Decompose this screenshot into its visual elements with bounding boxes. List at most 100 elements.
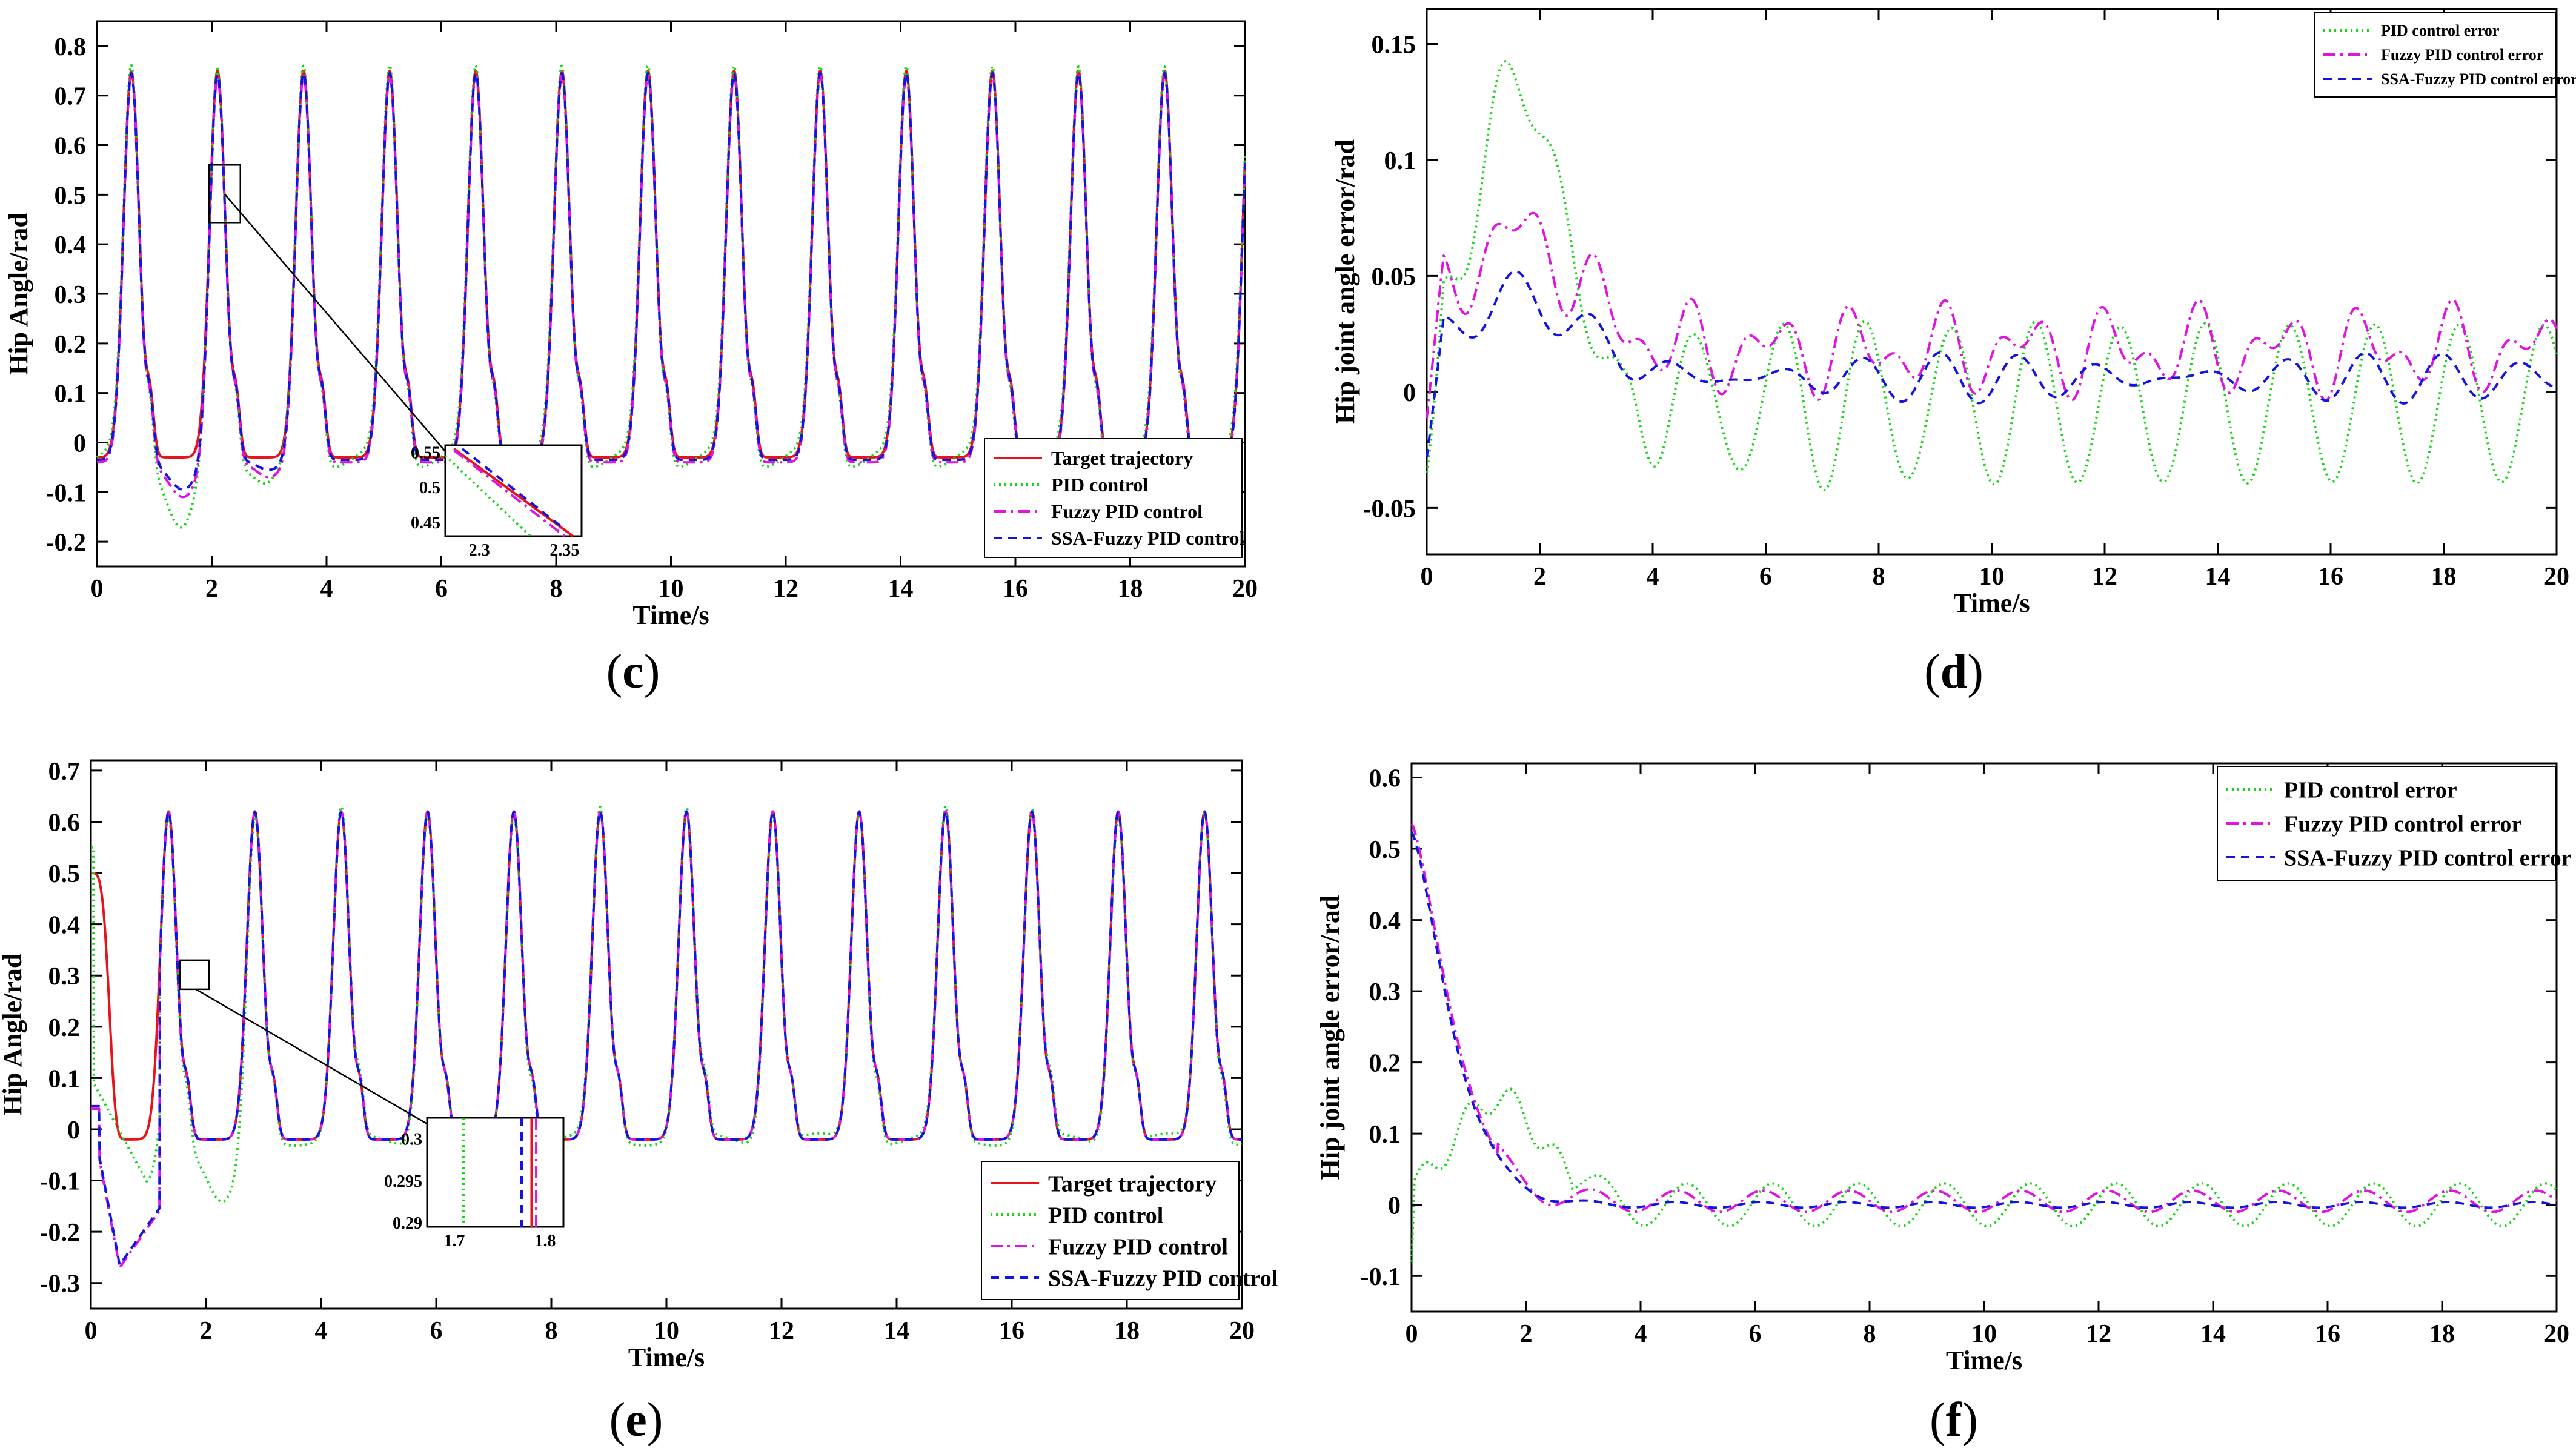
x-tick-label: 16	[2315, 1320, 2340, 1348]
ssa-fuzzy-pid-control-error-line	[1410, 831, 2558, 1209]
inset-x-tick-label: 2.3	[469, 541, 490, 560]
x-tick-label: 14	[888, 575, 914, 603]
x-tick-label: 2	[200, 1317, 213, 1345]
panel-f-chart: 0 2 4 6 8 10 12 14 16 18 20 -0.1 0 0.1 0.2 0.3 0.4 0.5 0.6…	[1315, 762, 2572, 1375]
legend-label: Fuzzy PID control	[1051, 500, 1203, 522]
x-tick-label: 20	[1229, 1317, 1255, 1345]
legend-label: PID control	[1051, 474, 1148, 496]
y-tick-label: 0.1	[55, 380, 87, 408]
x-tick-label: 2	[1520, 1320, 1533, 1348]
x-tick-label: 0	[1421, 563, 1433, 591]
x-tick-label: 6	[1749, 1320, 1762, 1348]
legend-box	[2217, 766, 2556, 881]
y-tick-label: 0	[1403, 379, 1416, 407]
panel-d-chart: 0 2 4 6 8 10 12 14 16 18 20 -0.05 0 0.05 0.1 0.15 Time/s…	[1330, 8, 2576, 618]
x-tick-label: 4	[320, 575, 333, 603]
inset-y-tick-label: 0.5	[419, 479, 440, 497]
inset-x-tick-label: 1.8	[535, 1232, 556, 1250]
y-tick-label: 0	[1388, 1192, 1401, 1220]
x-tick-label: 12	[769, 1317, 794, 1345]
y-tick-label: 0.6	[48, 809, 81, 837]
y-tick-label: 0.15	[1372, 31, 1416, 59]
zoom-region-box	[179, 959, 210, 991]
y-tick-label: 0	[67, 1117, 80, 1144]
y-axis-label: Hip joint angle error/rad	[1315, 895, 1345, 1180]
panel-e-caption: (e)	[609, 1393, 663, 1447]
legend-label: SSA-Fuzzy PID control error	[2381, 70, 2576, 88]
x-tick-label: 8	[1864, 1320, 1876, 1348]
zoom-region-box	[208, 164, 242, 224]
y-tick-label: 0.1	[1384, 147, 1416, 175]
y-tick-label: 0.4	[55, 231, 87, 259]
x-tick-label: 16	[999, 1317, 1024, 1345]
y-tick-label: -0.1	[46, 479, 87, 507]
legend-label: SSA-Fuzzy PID control	[1051, 527, 1245, 549]
x-tick-label: 14	[2205, 563, 2231, 591]
x-tick-label: 18	[2431, 563, 2457, 591]
fuzzy-pid-control-error-line	[1426, 211, 2558, 419]
ssa-fuzzy-pid-control-line	[90, 810, 1243, 1267]
x-tick-label: 2	[205, 575, 218, 603]
y-tick-label: -0.05	[1363, 495, 1416, 523]
x-tick-label: 8	[550, 575, 563, 603]
y-tick-label: -0.2	[40, 1219, 81, 1247]
inset-x-tick-label: 1.7	[444, 1232, 465, 1250]
x-axis-label: Time/s	[632, 600, 709, 630]
x-tick-label: 10	[1979, 563, 2005, 591]
legend-label: Target trajectory	[1048, 1171, 1217, 1197]
x-tick-label: 12	[773, 575, 798, 603]
y-tick-label: 0.05	[1372, 263, 1416, 291]
legend-label: PID control error	[2284, 777, 2457, 803]
inset-y-tick-label: 0.29	[393, 1214, 422, 1233]
y-tick-label: 0.3	[48, 963, 81, 991]
y-tick-label: 0.3	[1369, 978, 1401, 1006]
x-tick-label: 12	[2092, 563, 2117, 591]
x-tick-label: 20	[2544, 563, 2569, 591]
legend-label: PID control error	[2381, 22, 2499, 39]
x-tick-label: 6	[1759, 563, 1772, 591]
y-tick-label: 0.2	[55, 331, 87, 359]
y-tick-label: 0.5	[55, 182, 87, 210]
y-tick-label: -0.1	[1361, 1263, 1401, 1291]
x-axis-label: Time/s	[1953, 588, 2030, 618]
legend-label: SSA-Fuzzy PID control	[1048, 1266, 1278, 1291]
y-tick-label: -0.3	[40, 1270, 81, 1298]
pid-control-line	[90, 805, 1243, 1203]
y-tick-label: 0.1	[48, 1065, 81, 1093]
zoom-arrow	[224, 193, 446, 452]
y-tick-label: 0.4	[1369, 908, 1401, 935]
y-tick-label: 0.5	[1369, 836, 1401, 864]
y-tick-label: 0	[73, 430, 86, 457]
x-tick-label: 20	[1232, 575, 1258, 603]
x-tick-label: 0	[85, 1317, 98, 1345]
y-tick-label: 0.4	[48, 912, 81, 940]
y-tick-label: 0.7	[48, 758, 81, 786]
inset-x-tick-label: 2.35	[549, 541, 579, 560]
y-axis-label: Hip Angle/rad	[0, 954, 27, 1116]
x-tick-label: 0	[91, 575, 104, 603]
x-tick-label: 10	[1971, 1320, 1997, 1348]
x-tick-label: 16	[2318, 563, 2343, 591]
zoom-arrow	[195, 988, 428, 1125]
inset-y-tick-label: 0.45	[411, 514, 440, 533]
inset-y-tick-label: 0.295	[384, 1172, 422, 1191]
y-tick-label: 0.5	[48, 860, 81, 888]
inset-frame	[426, 1117, 565, 1228]
x-tick-label: 4	[1635, 1320, 1647, 1348]
x-tick-label: 14	[2200, 1320, 2226, 1348]
y-tick-label: -0.1	[40, 1168, 81, 1196]
legend-label: Fuzzy PID control error	[2284, 811, 2521, 837]
x-tick-label: 12	[2086, 1320, 2111, 1348]
y-tick-label: 0.6	[55, 133, 87, 161]
x-tick-label: 14	[884, 1317, 909, 1345]
x-tick-label: 20	[2544, 1320, 2569, 1348]
y-tick-label: 0.7	[55, 83, 87, 111]
x-tick-label: 8	[545, 1317, 558, 1345]
x-axis-label: Time/s	[628, 1343, 705, 1372]
y-tick-label: 0.8	[55, 33, 87, 61]
target-trajectory-line	[96, 69, 1246, 459]
pid-control-error-line	[1426, 60, 2558, 492]
y-tick-label: -0.2	[46, 529, 87, 557]
panel-c-caption: (c)	[606, 645, 660, 699]
pid-control-error-line	[1410, 1087, 2558, 1262]
